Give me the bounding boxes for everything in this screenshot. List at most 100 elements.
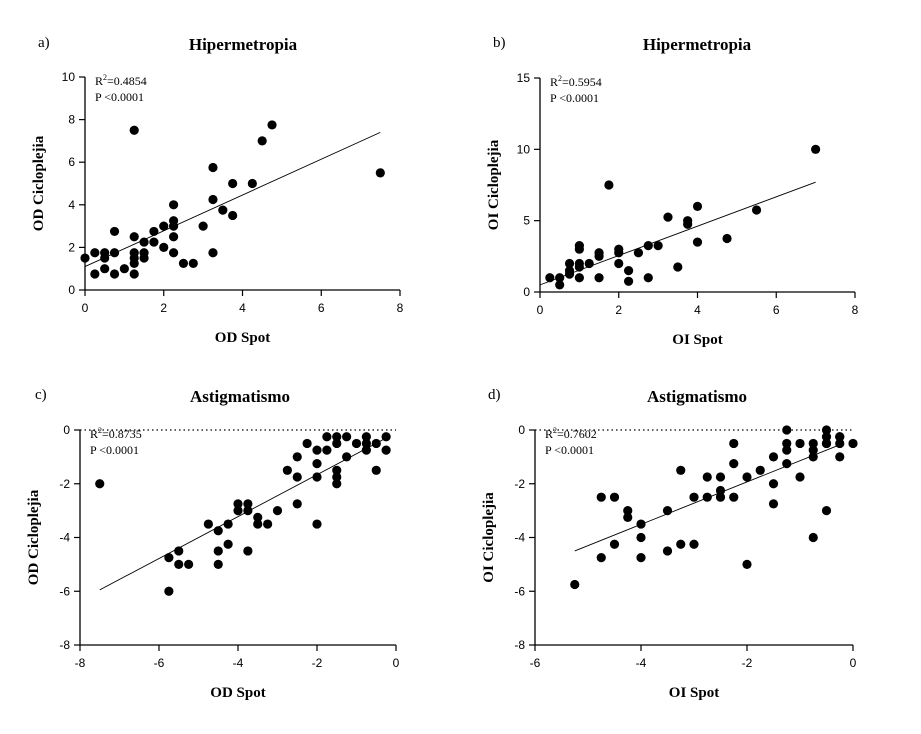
data-point	[689, 539, 699, 549]
data-point	[164, 586, 174, 596]
x-axis-label: OI Spot	[672, 332, 722, 348]
data-point	[729, 492, 739, 502]
data-point	[322, 445, 332, 455]
data-point	[808, 438, 818, 449]
data-point	[129, 258, 139, 268]
data-point	[623, 266, 634, 276]
data-point	[564, 269, 575, 279]
r-squared-label: R2=0.4854	[95, 73, 147, 88]
panel-letter: d)	[488, 387, 501, 403]
data-point	[676, 465, 686, 475]
panel-letter: a)	[38, 35, 50, 51]
y-axis-label: OD Cicloplejia	[26, 489, 42, 585]
data-point	[782, 425, 792, 435]
data-point	[673, 262, 683, 272]
data-point	[218, 205, 228, 215]
data-point	[821, 432, 832, 442]
data-point	[302, 438, 312, 449]
r-squared-label: R2=0.5954	[550, 74, 602, 89]
y-tick-label: 0	[68, 283, 75, 297]
regression-line	[99, 437, 387, 591]
data-point	[159, 221, 169, 231]
x-tick-label: 0	[82, 301, 89, 315]
data-point	[361, 438, 371, 449]
data-point	[109, 226, 120, 237]
chart-title: Astigmatismo	[647, 387, 747, 406]
y-tick-label: 0	[518, 423, 525, 437]
data-point	[292, 472, 302, 482]
y-tick-label: 4	[68, 198, 75, 212]
data-point	[835, 432, 845, 442]
data-point	[751, 205, 762, 215]
x-tick-label: 0	[850, 656, 857, 670]
y-tick-label: -2	[59, 477, 70, 491]
data-point	[159, 242, 169, 252]
data-point	[243, 546, 253, 556]
x-tick-label: -2	[312, 656, 323, 670]
data-point	[139, 253, 149, 263]
data-point	[662, 546, 673, 556]
data-point	[768, 452, 779, 462]
chart-panel-1: a) Hipermetropia 0 2 4 6 8 0 2 4 6 8 10 OD Spot OD Cic…	[31, 35, 404, 346]
data-point	[233, 499, 243, 509]
x-tick-label: 8	[397, 301, 404, 315]
x-tick-label: 4	[239, 301, 246, 315]
data-point	[351, 438, 362, 449]
data-point	[243, 506, 253, 516]
y-axis-label: OD Cicloplejia	[31, 135, 47, 231]
data-point	[371, 465, 381, 475]
data-point	[174, 559, 184, 569]
data-point	[782, 445, 792, 455]
y-tick-label: 5	[523, 214, 530, 228]
data-point	[715, 492, 726, 502]
x-tick-label: 0	[393, 656, 400, 670]
data-point	[282, 465, 292, 475]
data-point	[375, 168, 385, 178]
data-point	[213, 559, 223, 569]
data-point	[257, 136, 267, 146]
p-value-label: P <0.0001	[545, 443, 594, 457]
p-value-label: P <0.0001	[95, 90, 144, 104]
data-point	[342, 452, 352, 462]
y-tick-label: -6	[59, 584, 70, 598]
data-point	[168, 221, 179, 231]
y-tick-label: -8	[59, 638, 70, 652]
data-point	[263, 519, 273, 529]
y-tick-label: 8	[68, 113, 75, 127]
data-point	[332, 432, 342, 442]
data-point	[178, 258, 189, 268]
data-point	[821, 506, 832, 516]
data-point	[164, 553, 174, 563]
data-point	[342, 432, 352, 442]
data-point	[715, 472, 726, 482]
x-tick-label: 6	[773, 303, 780, 317]
data-point	[835, 452, 845, 462]
data-point	[247, 178, 257, 189]
x-axis-label: OD Spot	[210, 685, 265, 701]
p-value-label: P <0.0001	[90, 443, 139, 457]
data-point	[574, 244, 584, 254]
data-point	[198, 221, 208, 231]
p-value-label: P <0.0001	[550, 91, 599, 105]
data-point	[381, 432, 391, 442]
y-tick-label: -2	[514, 477, 525, 491]
data-point	[174, 546, 184, 556]
data-point	[768, 499, 779, 509]
data-point	[139, 237, 149, 247]
data-point	[729, 458, 739, 469]
data-point	[90, 269, 100, 279]
data-point	[332, 472, 342, 482]
data-point	[555, 280, 565, 290]
x-tick-label: -4	[636, 656, 647, 670]
chart-panel-4: d) Astigmatismo -6 -4 -2 0 -8 -6 -4 -2 0 OI Spot OI …	[481, 387, 858, 701]
data-point	[168, 232, 179, 242]
x-axis-label: OI Spot	[669, 685, 719, 701]
y-tick-label: 10	[517, 142, 531, 156]
data-point	[808, 445, 818, 455]
r-squared-label: R2=0.8735	[90, 426, 142, 441]
data-point	[614, 248, 624, 258]
x-tick-label: 8	[852, 303, 859, 317]
data-point	[272, 506, 283, 516]
data-point	[129, 125, 139, 135]
